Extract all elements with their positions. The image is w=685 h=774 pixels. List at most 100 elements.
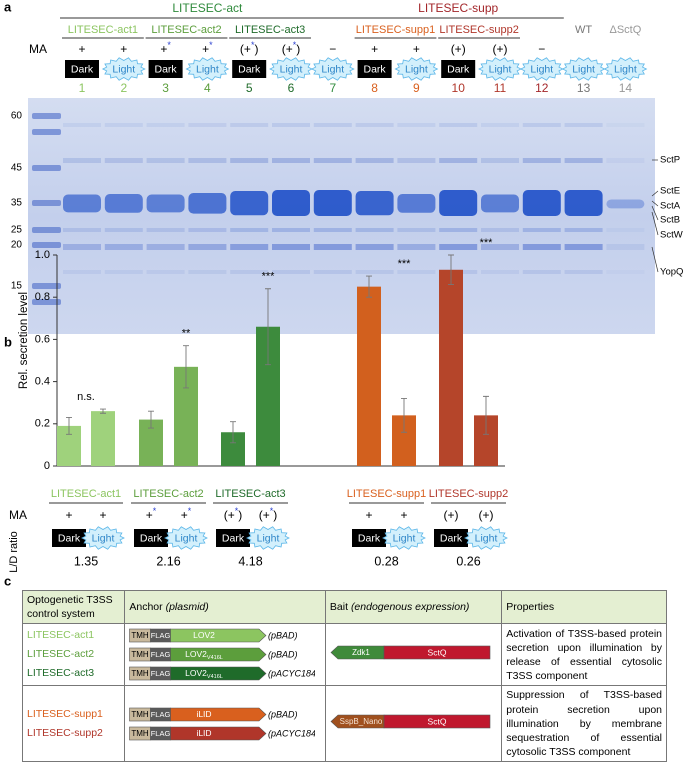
bar [91, 411, 115, 466]
header-text: Bait [329, 601, 349, 614]
gel-band [397, 228, 436, 232]
badge-label: Light [489, 63, 512, 75]
gel-band [522, 270, 561, 274]
group-label: LITESEC-supp [418, 1, 498, 15]
ma-sign: (+*) [240, 40, 259, 56]
ma-sign: +* [160, 40, 171, 56]
error-bar [265, 288, 271, 366]
ma-sign-part: + [65, 508, 72, 522]
gel-band [146, 158, 185, 163]
marker-band [32, 242, 61, 248]
protein-label: SctW [660, 230, 683, 241]
light-badge [519, 57, 564, 81]
lane-number: 12 [535, 81, 549, 95]
gel-band [272, 228, 310, 232]
gel-band [63, 244, 101, 250]
domain-name: LOV2 [186, 650, 208, 660]
header-cell: Anchor (plasmid) [124, 589, 326, 625]
marker-label: 35 [11, 198, 23, 209]
gel-band [272, 158, 310, 163]
gel-band [481, 194, 519, 213]
y-tick-label: 0.8 [35, 291, 50, 303]
header-row: Optogenetic T3SS control system Anchor (p… [21, 589, 667, 625]
badge-label: Light [257, 532, 280, 544]
lane-number: 14 [619, 81, 633, 95]
header-em: (plasmid) [165, 601, 209, 614]
ma-sign-part: (+) [493, 42, 508, 56]
category-label: LITESEC-act3 [215, 488, 285, 500]
y-axis-label: Rel. secretion level [18, 292, 30, 389]
badge-label: Light [321, 63, 344, 75]
category-label: LITESEC-act2 [133, 488, 203, 500]
panel-label: b [4, 334, 12, 349]
badge-label: Light [175, 532, 198, 544]
ma-star: * [235, 506, 239, 516]
gel-band [355, 158, 394, 163]
header-cell: Bait (endogenous expression) [324, 589, 503, 625]
domain-label: SctQ [427, 648, 446, 658]
ma-sign: + [120, 42, 127, 56]
lane-number: 6 [288, 81, 295, 95]
gel-band [439, 228, 478, 232]
construct-row: TMH FLAG LOV2V416L (pACYC184) [129, 664, 321, 683]
gel-band [481, 228, 519, 232]
protein-label: SctB [660, 215, 680, 226]
anchor-cell: TMH FLAG iLID (pBAD) TMH FLAG iLID (pACYC184) [124, 685, 326, 763]
ratio-label: L/D ratio [8, 531, 20, 573]
domain-label: FLAG [151, 729, 171, 738]
gel-band [104, 244, 143, 250]
sensor-domain [170, 726, 267, 741]
gel-band [104, 158, 143, 163]
category-label: LITESEC-act1 [51, 488, 121, 500]
gel-band [355, 228, 394, 232]
ma-sign-part: + [120, 42, 127, 56]
ma-sign: (+*) [224, 506, 243, 522]
subgroup-label: LITESEC-supp1 [356, 24, 435, 36]
domain-label: LOV2V416L [186, 669, 224, 681]
significance: *** [398, 258, 412, 270]
gel-band [606, 270, 645, 274]
gel-band [481, 158, 519, 163]
significance: *** [480, 237, 494, 249]
badge-label: Light [614, 63, 637, 75]
ma-sign-part: ) [273, 508, 277, 522]
domain-label: LOV2V416L [186, 650, 224, 662]
gel-band [564, 190, 603, 216]
gel-band [188, 228, 227, 232]
ma-sign: − [329, 42, 336, 56]
lane-number: 3 [162, 81, 169, 95]
plasmid-label: (pACYC184) [268, 669, 315, 679]
marker-band [32, 113, 61, 119]
ma-sign-part: + [78, 42, 85, 56]
ma-sign: + [365, 508, 372, 522]
error-bar [183, 345, 189, 389]
badge-label: Dark [140, 532, 163, 544]
sensor-domain [170, 629, 267, 643]
badge-label: Dark [58, 532, 81, 544]
light-badge [246, 526, 290, 550]
error-bar [366, 275, 372, 298]
construct: TMH FLAG LOV2V416L (pACYC184) [129, 667, 315, 681]
panel-label: a [4, 0, 12, 14]
ma-sign-part: + [160, 42, 167, 56]
domain-label: FLAG [151, 710, 171, 719]
domain-label: TMH [132, 650, 150, 659]
ma-sign: (+) [493, 42, 508, 56]
ma-star: * [270, 506, 274, 516]
bait-construct: Zdk1 SctQ [330, 645, 491, 660]
domain-subscript: V416L [207, 675, 223, 681]
y-tick-label: 0 [44, 460, 50, 472]
marker-label: 15 [11, 281, 23, 292]
gel-band [606, 228, 645, 232]
gel-band [146, 228, 185, 232]
gel-band [522, 244, 561, 250]
domain-label: TMH [132, 710, 150, 719]
domain-label: Zdk1 [352, 648, 370, 657]
gel-band [564, 228, 603, 232]
subgroup-label: LITESEC-act1 [68, 24, 138, 36]
marker-label: 45 [11, 163, 23, 174]
ma-sign: (+) [451, 42, 466, 56]
table-row: LITESEC-act1 LITESEC-act2 LITESEC-act3 TMH F… [21, 623, 667, 687]
marker-band [32, 227, 61, 233]
